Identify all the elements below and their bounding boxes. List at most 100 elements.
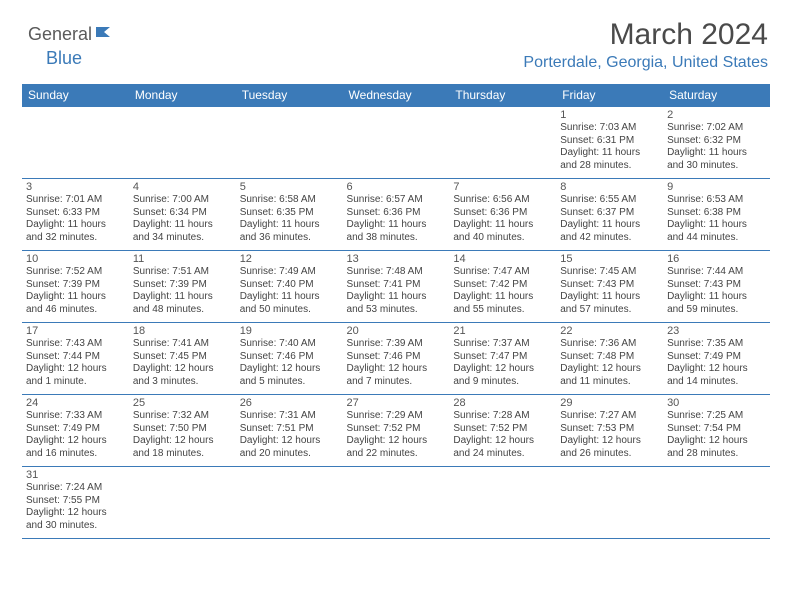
- daylight-text: Daylight: 12 hours and 30 minutes.: [26, 507, 125, 532]
- day-cell: 12Sunrise: 7:49 AMSunset: 7:40 PMDayligh…: [236, 251, 343, 323]
- daylight-text: Daylight: 11 hours and 40 minutes.: [453, 219, 552, 244]
- weekday-col: Sunday: [22, 84, 129, 107]
- daylight-text: Daylight: 12 hours and 18 minutes.: [133, 435, 232, 460]
- sunrise-text: Sunrise: 7:41 AM: [133, 338, 232, 351]
- daylight-text: Daylight: 11 hours and 30 minutes.: [667, 147, 766, 172]
- daylight-text: Daylight: 12 hours and 5 minutes.: [240, 363, 339, 388]
- day-number: 25: [133, 397, 232, 409]
- day-cell: [343, 107, 450, 179]
- sunrise-text: Sunrise: 7:45 AM: [560, 266, 659, 279]
- daylight-text: Daylight: 11 hours and 50 minutes.: [240, 291, 339, 316]
- logo-line2: Blue: [46, 42, 82, 69]
- sunset-text: Sunset: 6:33 PM: [26, 207, 125, 220]
- sunrise-text: Sunrise: 7:24 AM: [26, 482, 125, 495]
- sunset-text: Sunset: 6:32 PM: [667, 135, 766, 148]
- daylight-text: Daylight: 11 hours and 53 minutes.: [347, 291, 446, 316]
- weekday-col: Monday: [129, 84, 236, 107]
- weekday-col: Friday: [556, 84, 663, 107]
- sunset-text: Sunset: 6:34 PM: [133, 207, 232, 220]
- day-number: 22: [560, 325, 659, 337]
- sunset-text: Sunset: 7:49 PM: [667, 351, 766, 364]
- daylight-text: Daylight: 12 hours and 20 minutes.: [240, 435, 339, 460]
- sunrise-text: Sunrise: 7:36 AM: [560, 338, 659, 351]
- sunrise-text: Sunrise: 7:32 AM: [133, 410, 232, 423]
- day-number: 9: [667, 181, 766, 193]
- sunrise-text: Sunrise: 7:49 AM: [240, 266, 339, 279]
- sunrise-text: Sunrise: 7:33 AM: [26, 410, 125, 423]
- sunrise-text: Sunrise: 7:01 AM: [26, 194, 125, 207]
- sunset-text: Sunset: 7:49 PM: [26, 423, 125, 436]
- sunset-text: Sunset: 7:53 PM: [560, 423, 659, 436]
- daylight-text: Daylight: 12 hours and 1 minute.: [26, 363, 125, 388]
- daylight-text: Daylight: 12 hours and 24 minutes.: [453, 435, 552, 460]
- day-cell: 20Sunrise: 7:39 AMSunset: 7:46 PMDayligh…: [343, 323, 450, 395]
- day-cell: 10Sunrise: 7:52 AMSunset: 7:39 PMDayligh…: [22, 251, 129, 323]
- day-number: 31: [26, 469, 125, 481]
- day-cell: 19Sunrise: 7:40 AMSunset: 7:46 PMDayligh…: [236, 323, 343, 395]
- day-number: 20: [347, 325, 446, 337]
- sunset-text: Sunset: 7:42 PM: [453, 279, 552, 292]
- sunrise-text: Sunrise: 7:51 AM: [133, 266, 232, 279]
- sunset-text: Sunset: 7:39 PM: [26, 279, 125, 292]
- daylight-text: Daylight: 11 hours and 48 minutes.: [133, 291, 232, 316]
- sunrise-text: Sunrise: 7:35 AM: [667, 338, 766, 351]
- sunrise-text: Sunrise: 6:58 AM: [240, 194, 339, 207]
- day-cell: [236, 467, 343, 539]
- sunset-text: Sunset: 7:44 PM: [26, 351, 125, 364]
- day-number: 18: [133, 325, 232, 337]
- sunset-text: Sunset: 7:48 PM: [560, 351, 659, 364]
- day-cell: 9Sunrise: 6:53 AMSunset: 6:38 PMDaylight…: [663, 179, 770, 251]
- day-cell: 26Sunrise: 7:31 AMSunset: 7:51 PMDayligh…: [236, 395, 343, 467]
- daylight-text: Daylight: 11 hours and 46 minutes.: [26, 291, 125, 316]
- location: Porterdale, Georgia, United States: [523, 54, 768, 72]
- sunrise-text: Sunrise: 6:56 AM: [453, 194, 552, 207]
- sunset-text: Sunset: 7:55 PM: [26, 495, 125, 508]
- daylight-text: Daylight: 12 hours and 26 minutes.: [560, 435, 659, 460]
- day-number: 11: [133, 253, 232, 265]
- sunset-text: Sunset: 7:43 PM: [667, 279, 766, 292]
- sunset-text: Sunset: 6:38 PM: [667, 207, 766, 220]
- sunset-text: Sunset: 7:47 PM: [453, 351, 552, 364]
- day-cell: 4Sunrise: 7:00 AMSunset: 6:34 PMDaylight…: [129, 179, 236, 251]
- day-cell: [449, 467, 556, 539]
- day-number: 13: [347, 253, 446, 265]
- day-number: 3: [26, 181, 125, 193]
- daylight-text: Daylight: 12 hours and 9 minutes.: [453, 363, 552, 388]
- sunset-text: Sunset: 7:41 PM: [347, 279, 446, 292]
- day-cell: [22, 107, 129, 179]
- day-number: 19: [240, 325, 339, 337]
- sunrise-text: Sunrise: 7:03 AM: [560, 122, 659, 135]
- day-number: 28: [453, 397, 552, 409]
- day-cell: [236, 107, 343, 179]
- flag-icon: [96, 25, 114, 44]
- sunset-text: Sunset: 6:35 PM: [240, 207, 339, 220]
- day-number: 29: [560, 397, 659, 409]
- day-number: 8: [560, 181, 659, 193]
- logo: General: [28, 18, 116, 45]
- weekday-col: Thursday: [449, 84, 556, 107]
- day-cell: [343, 467, 450, 539]
- sunset-text: Sunset: 6:36 PM: [347, 207, 446, 220]
- weekday-col: Tuesday: [236, 84, 343, 107]
- day-cell: 17Sunrise: 7:43 AMSunset: 7:44 PMDayligh…: [22, 323, 129, 395]
- day-cell: 14Sunrise: 7:47 AMSunset: 7:42 PMDayligh…: [449, 251, 556, 323]
- daylight-text: Daylight: 11 hours and 55 minutes.: [453, 291, 552, 316]
- sunrise-text: Sunrise: 7:44 AM: [667, 266, 766, 279]
- sunrise-text: Sunrise: 7:47 AM: [453, 266, 552, 279]
- day-cell: [663, 467, 770, 539]
- sunset-text: Sunset: 6:31 PM: [560, 135, 659, 148]
- day-cell: 2Sunrise: 7:02 AMSunset: 6:32 PMDaylight…: [663, 107, 770, 179]
- calendar-body: 1Sunrise: 7:03 AMSunset: 6:31 PM Daylight…: [22, 107, 770, 539]
- day-number: 21: [453, 325, 552, 337]
- day-number: 1: [560, 109, 659, 121]
- daylight-text: Daylight: 12 hours and 11 minutes.: [560, 363, 659, 388]
- sunrise-text: Sunrise: 6:55 AM: [560, 194, 659, 207]
- day-cell: [129, 467, 236, 539]
- daylight-text: Daylight: 12 hours and 22 minutes.: [347, 435, 446, 460]
- daylight-text: Daylight: 12 hours and 16 minutes.: [26, 435, 125, 460]
- weekday-header: Sunday Monday Tuesday Wednesday Thursday…: [22, 84, 770, 107]
- day-number: 30: [667, 397, 766, 409]
- day-cell: 11Sunrise: 7:51 AMSunset: 7:39 PMDayligh…: [129, 251, 236, 323]
- sunset-text: Sunset: 7:46 PM: [240, 351, 339, 364]
- week-row: 31Sunrise: 7:24 AMSunset: 7:55 PMDayligh…: [22, 467, 770, 539]
